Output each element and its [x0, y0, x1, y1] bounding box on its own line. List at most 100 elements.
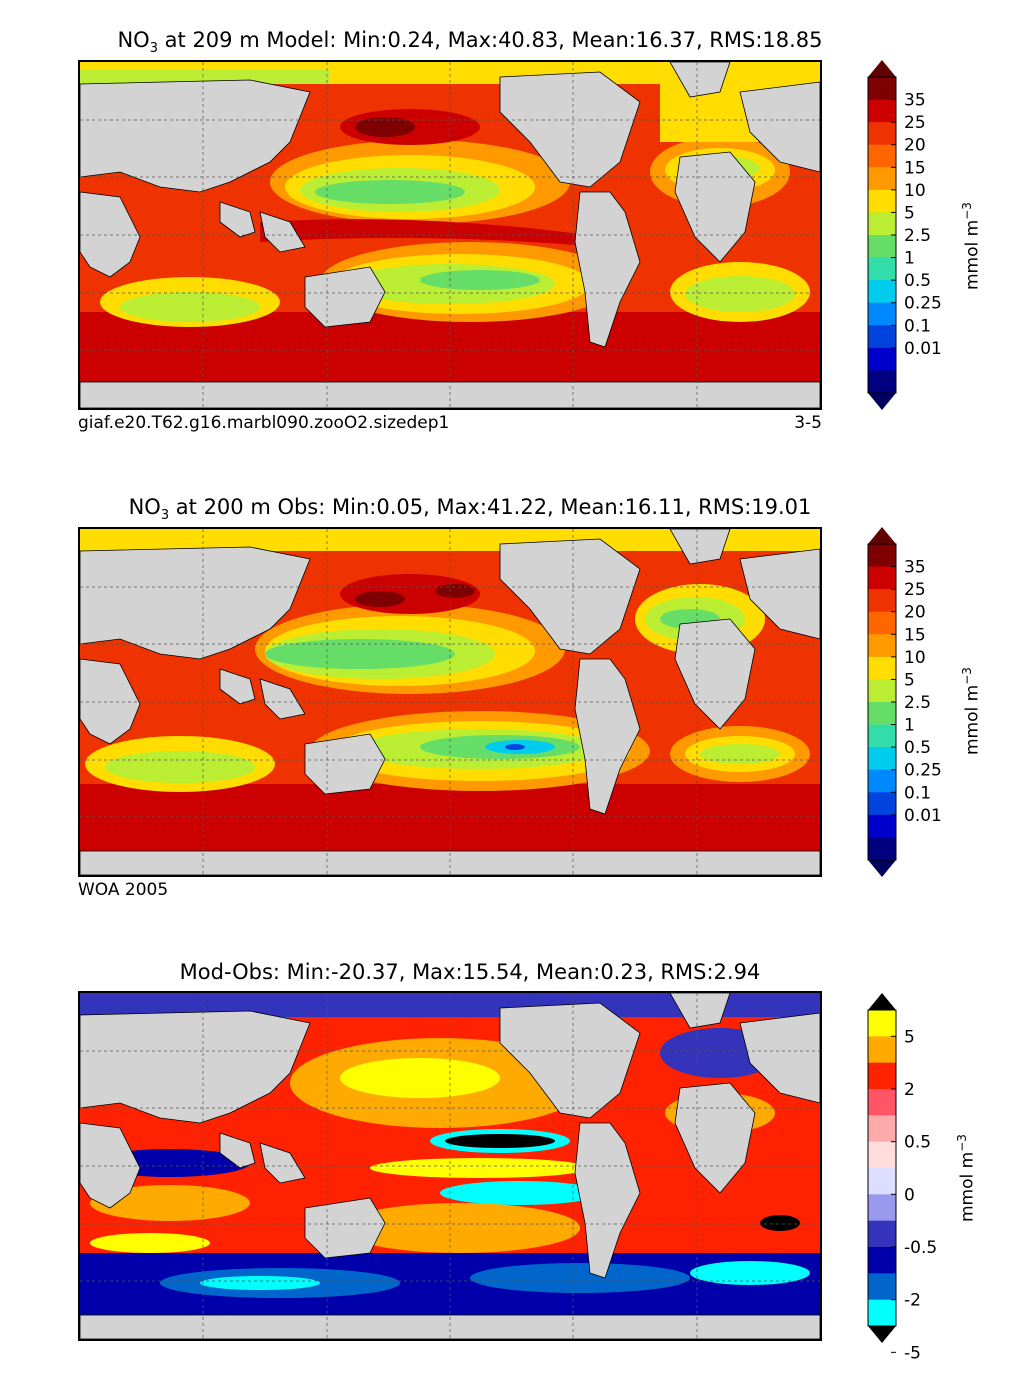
colorbar-swatch: [868, 1010, 896, 1037]
colorbar-tick-label: 1: [904, 249, 915, 269]
panel-title: Mod-Obs: Min:-20.37, Max:15.54, Mean:0.2…: [179, 960, 761, 984]
colorbar-swatch: [868, 634, 896, 658]
colorbar-swatch: [868, 370, 896, 394]
colorbar-tick-label: -5: [904, 1343, 921, 1363]
colorbar-border: [867, 1009, 897, 1327]
colorbar-tick-label: 0.25: [904, 294, 942, 314]
colorbar-tick-label: 20: [904, 603, 926, 623]
colorbar-tick-label: 0.5: [904, 271, 931, 291]
colorbar-swatch: [868, 212, 896, 236]
colorbar-swatch: [868, 257, 896, 281]
map-svg: [80, 993, 820, 1339]
land-south-america: [574, 191, 641, 348]
map-svg: [80, 529, 820, 875]
land-se-asia: [259, 211, 306, 253]
colorbar-swatch: [868, 325, 896, 349]
colorbar-tick-label: 0.01: [904, 339, 942, 359]
colorbar-swatch: [868, 99, 896, 123]
colorbar-swatch: [868, 747, 896, 771]
colorbar-tick-label: 1: [904, 716, 915, 736]
colorbar-swatch: [868, 1273, 896, 1301]
land-india: [219, 201, 256, 238]
colorbar-tick-label: 0.1: [904, 783, 931, 803]
colorbar-tick-label: 0: [904, 1185, 915, 1205]
colorbar-swatch: [868, 1194, 896, 1222]
colorbar-swatch: [868, 589, 896, 613]
panel-obs: NO3 at 200 m Obs: Min:0.05, Max:41.22, M…: [78, 495, 983, 900]
annotation-left: WOA 2005: [78, 880, 169, 900]
gridlines: [80, 62, 820, 408]
colorbar-tick-label: 0.5: [904, 1133, 931, 1153]
colorbar-tick-label: -0.5: [904, 1238, 937, 1258]
colorbar-swatch: [868, 144, 896, 168]
colorbar-tick-label: 10: [904, 648, 926, 668]
colorbar-tick-label: 5: [904, 1027, 915, 1047]
land-europe: [739, 81, 820, 173]
colorbar-tick-label: 2.5: [904, 226, 931, 246]
colorbar-tick-label: 10: [904, 181, 926, 201]
colorbar-swatch: [868, 724, 896, 748]
colorbar-over-arrow: [868, 60, 896, 77]
colorbar-over-arrow: [868, 527, 896, 544]
land-africa-west: [674, 151, 756, 263]
colorbar-under-arrow: [868, 393, 896, 410]
colorbar-swatch: [868, 656, 896, 680]
annotation-left: giaf.e20.T62.g16.marbl090.zooO2.sizedep1: [78, 413, 450, 433]
land-greenland: [669, 62, 731, 98]
colorbar-swatch: [868, 280, 896, 304]
colorbar-swatch: [868, 679, 896, 703]
colorbar-swatch: [868, 1115, 896, 1143]
colorbar-tick-label: 0.5: [904, 738, 931, 758]
colorbar-tick-label: 2: [904, 1080, 915, 1100]
colorbar-tick-label: 15: [904, 625, 926, 645]
colorbar: 35 25 20 15 10 5 2.5 1 0.5 0.25 0.1 0.01: [867, 527, 942, 877]
colorbar-swatch: [868, 702, 896, 726]
colorbar-swatch: [868, 544, 896, 568]
colorbar-svg: 5 2 0.5 0 -0.5 -2 -5: [867, 993, 937, 1363]
colorbar-over-arrow: [868, 993, 896, 1010]
colorbar-swatch: [868, 611, 896, 635]
colorbar-swatch: [868, 302, 896, 326]
map-svg: [80, 62, 820, 408]
colorbar-unit: mmol m−3: [955, 1134, 978, 1222]
land-australia: [304, 266, 386, 328]
colorbar-swatch: [868, 837, 896, 861]
map-plot: [78, 991, 822, 1341]
land-eurasia: [80, 79, 311, 193]
land-africa-east: [80, 191, 141, 278]
panel-title: NO3 at 209 m Model: Min:0.24, Max:40.83,…: [117, 28, 823, 57]
colorbar-tick-label: 5: [904, 670, 915, 690]
colorbar-swatch: [868, 792, 896, 816]
colorbar-under-arrow: [868, 860, 896, 877]
colorbar-swatch: [868, 1141, 896, 1169]
colorbar-swatch: [868, 1247, 896, 1274]
map-plot: [78, 527, 822, 877]
colorbar-under-arrow: [868, 1326, 896, 1343]
colorbar-tick-label: 25: [904, 580, 926, 600]
colorbar-tick-label: 15: [904, 158, 926, 178]
colorbar-tick-label: -2: [904, 1291, 921, 1311]
colorbar-swatch: [868, 1062, 896, 1090]
colorbar-tick-label: 25: [904, 113, 926, 133]
panel-model: NO3 at 209 m Model: Min:0.24, Max:40.83,…: [0, 0, 1012, 460]
colorbar: 5 2 0.5 0 -0.5 -2 -5: [867, 993, 937, 1363]
colorbar-swatch: [868, 235, 896, 259]
map-plot: [78, 60, 822, 410]
colorbar-swatch: [868, 1168, 896, 1195]
colorbar-swatch: [868, 1299, 896, 1327]
colorbar-tick-label: 35: [904, 558, 926, 578]
colorbar-tick-label: 0.01: [904, 806, 942, 826]
colorbar-swatch: [868, 814, 896, 838]
colorbar-tick-label: 2.5: [904, 693, 931, 713]
colorbar: 35 25 20 15 10 5 2.5 1 0.5 0.25 0.1 0.01: [867, 60, 942, 410]
colorbar-swatch: [868, 1089, 896, 1116]
colorbar-swatch: [868, 77, 896, 101]
colorbar-swatch: [868, 167, 896, 191]
colorbar-tick-label: 20: [904, 136, 926, 156]
arctic-band: [80, 529, 820, 551]
colorbar-tick-label: 5: [904, 203, 915, 223]
gridlines: [80, 993, 820, 1339]
colorbar-swatch: [868, 347, 896, 371]
